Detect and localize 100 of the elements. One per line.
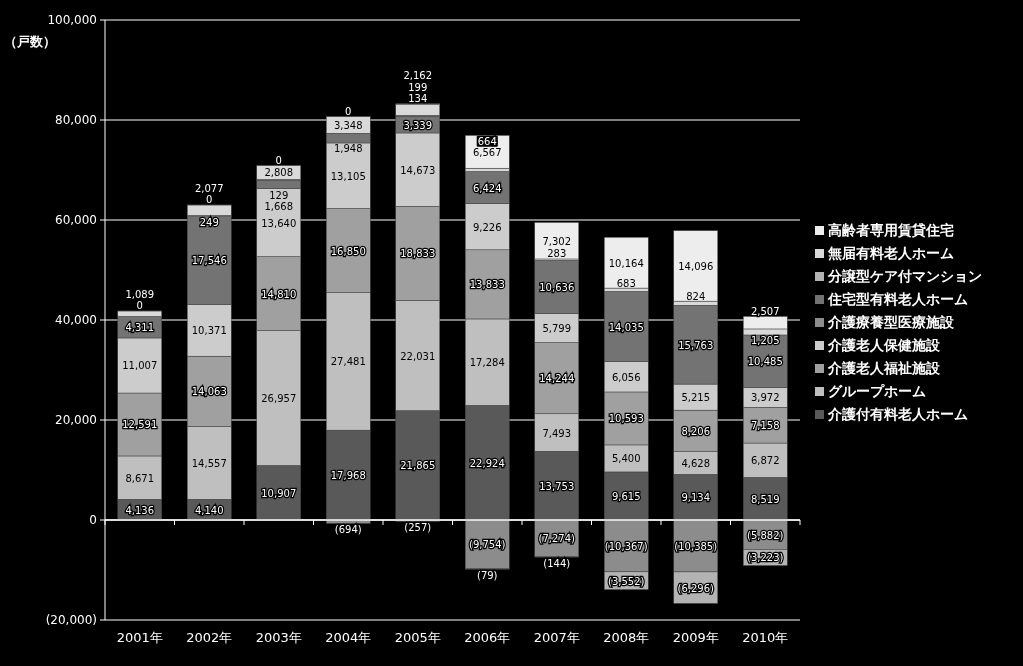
- data-label: 664: [477, 135, 497, 147]
- data-label: 134: [408, 93, 428, 105]
- data-label: (694): [334, 523, 362, 535]
- data-label: 13,105: [330, 170, 366, 182]
- y-tick-label: (20,000): [45, 613, 97, 627]
- data-label: 5,400: [611, 453, 641, 465]
- legend-label: 介護老人保健施設: [827, 337, 941, 353]
- data-label: (10,367): [604, 540, 648, 552]
- legend-label: 分譲型ケア付マンション: [827, 268, 982, 284]
- data-label: 10,485: [747, 356, 783, 368]
- data-label: 12,591: [122, 419, 158, 431]
- x-tick-label: 2002年: [186, 630, 233, 645]
- data-label: 683: [616, 277, 636, 289]
- data-label: (3,552): [608, 575, 645, 587]
- data-label: 16,850: [330, 245, 366, 257]
- data-label: 14,035: [608, 321, 644, 333]
- data-label: 0: [136, 300, 143, 312]
- y-axis-title: （戸数）: [4, 34, 56, 49]
- legend-label: 介護老人福祉施設: [827, 360, 941, 376]
- y-tick-label: 40,000: [55, 313, 97, 327]
- data-label: 10,164: [608, 257, 644, 269]
- y-tick-label: 60,000: [55, 213, 97, 227]
- data-label: (257): [404, 521, 432, 533]
- data-label: 14,810: [261, 288, 297, 300]
- data-label: 1,668: [264, 200, 294, 212]
- data-label: 10,593: [608, 413, 644, 425]
- x-tick-label: 2009年: [672, 630, 719, 645]
- data-label: 4,140: [194, 504, 224, 516]
- data-label: (79): [476, 569, 498, 581]
- data-label: 0: [206, 194, 213, 206]
- data-label: 10,907: [261, 487, 297, 499]
- data-label: (6,296): [677, 582, 715, 594]
- data-label: 249: [199, 217, 219, 229]
- data-label: 5,215: [681, 392, 711, 404]
- data-label: (10,385): [674, 540, 718, 552]
- data-label: 21,865: [400, 460, 436, 472]
- data-label: (144): [543, 557, 571, 569]
- y-tick-label: 0: [89, 513, 97, 527]
- x-tick-label: 2006年: [464, 630, 511, 645]
- data-label: 129: [269, 189, 289, 201]
- data-label: 7,158: [750, 420, 780, 432]
- data-label: 11,007: [122, 360, 158, 372]
- data-label: 15,763: [678, 339, 714, 351]
- data-label: 824: [686, 290, 706, 302]
- x-tick-label: 2008年: [603, 630, 650, 645]
- data-label: 14,063: [191, 386, 227, 398]
- data-label: 5,799: [542, 323, 572, 335]
- data-label: 14,244: [539, 373, 575, 385]
- data-label: 14,557: [191, 457, 227, 469]
- data-label: 14,673: [400, 164, 436, 176]
- data-label: 6,872: [750, 455, 780, 467]
- data-label: 1,948: [333, 143, 363, 155]
- data-label: 6,567: [472, 146, 502, 158]
- data-label: 6,056: [611, 371, 641, 383]
- legend-label: 住宅型有料老人ホーム: [827, 291, 968, 307]
- data-label: 8,519: [750, 493, 780, 505]
- x-tick-label: 2007年: [533, 630, 580, 645]
- legend-label: グループホーム: [828, 383, 926, 399]
- data-label: 1,089: [125, 289, 155, 301]
- data-label: 17,968: [330, 470, 366, 482]
- x-tick-label: 2010年: [742, 630, 789, 645]
- data-label: 22,924: [469, 457, 505, 469]
- data-label: 4,136: [125, 504, 155, 516]
- x-tick-label: 2003年: [255, 630, 302, 645]
- data-label: 9,226: [472, 221, 502, 233]
- data-label: 9,134: [681, 492, 711, 504]
- data-label: (9,754): [469, 539, 506, 551]
- data-label: 283: [547, 248, 567, 260]
- data-label: 2,507: [750, 305, 780, 317]
- x-tick-label: 2004年: [325, 630, 372, 645]
- data-label: 13,753: [539, 480, 575, 492]
- data-label: 4,628: [681, 457, 711, 469]
- data-label: 199: [408, 81, 428, 93]
- data-label: 4,311: [125, 322, 155, 334]
- data-label: (5,882): [747, 529, 784, 541]
- legend-label: 介護療養型医療施設: [827, 314, 955, 330]
- y-tick-label: 80,000: [55, 113, 97, 127]
- data-label: 2,077: [194, 183, 224, 195]
- data-label: 10,636: [539, 281, 575, 293]
- data-label: 9,615: [611, 490, 641, 502]
- data-label: 17,284: [469, 357, 505, 369]
- data-label: 13,640: [261, 217, 297, 229]
- data-label: 3,348: [333, 119, 363, 131]
- data-label: (7,274): [538, 533, 576, 545]
- data-label: 8,206: [681, 425, 711, 437]
- x-tick-label: 2005年: [394, 630, 441, 645]
- data-label: 26,957: [261, 393, 297, 405]
- data-label: 14,096: [678, 260, 714, 272]
- data-label: 0: [275, 154, 282, 166]
- data-label: 13,833: [469, 279, 505, 291]
- data-label: 1,205: [750, 335, 780, 347]
- data-label: 6,424: [472, 182, 502, 194]
- legend-label: 無届有料老人ホーム: [827, 245, 954, 261]
- y-tick-label: 100,000: [47, 13, 97, 27]
- data-label: 27,481: [330, 356, 366, 368]
- data-label: 7,302: [542, 235, 572, 247]
- data-label: 10,371: [191, 325, 227, 337]
- data-label: 7,493: [542, 427, 572, 439]
- data-label: 0: [345, 106, 352, 117]
- legend-label: 高齢者専用賃貸住宅: [828, 222, 954, 238]
